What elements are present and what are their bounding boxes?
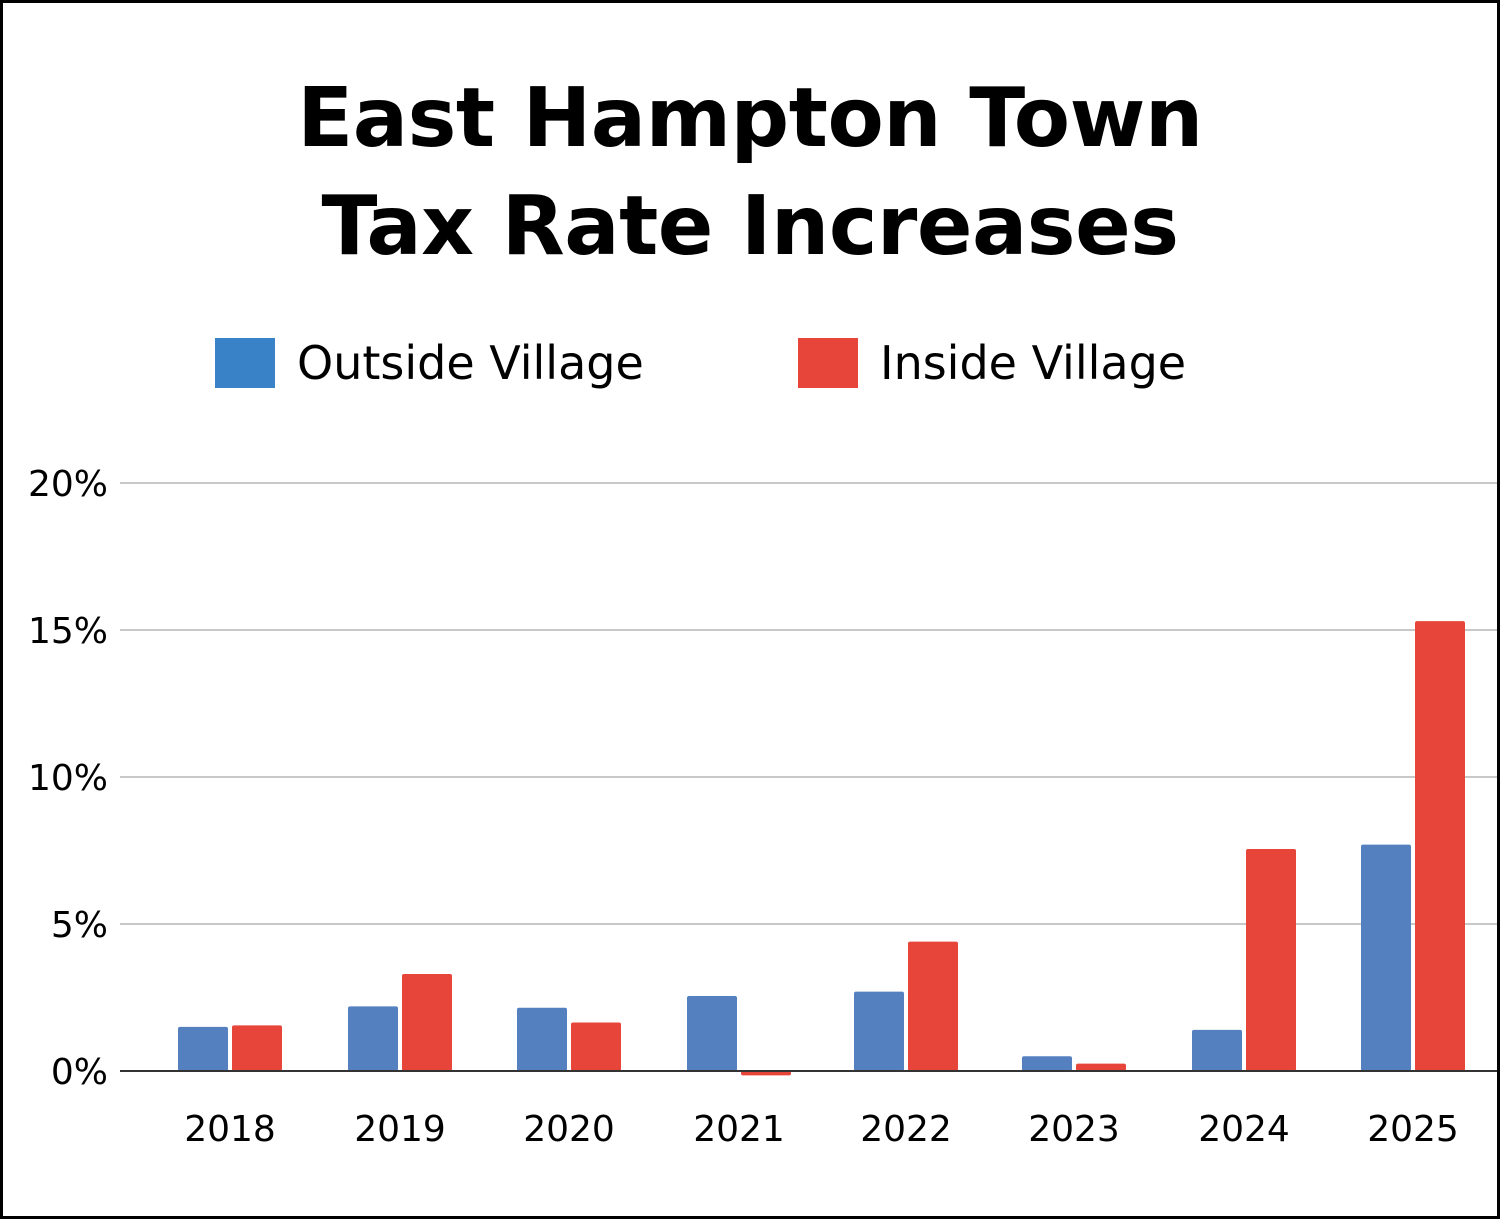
legend-swatch-inside-village — [798, 338, 858, 388]
bar-outside-2019 — [348, 1006, 398, 1071]
bar-outside-2024 — [1192, 1029, 1242, 1071]
x-tick-label-2024: 2024 — [1198, 1109, 1290, 1150]
bar-outside-2018 — [178, 1026, 228, 1071]
bar-outside-2020 — [517, 1007, 567, 1071]
legend-label-inside-village: Inside Village — [880, 336, 1187, 390]
bar-inside-2020 — [571, 1022, 621, 1071]
legend-item-inside-village: Inside Village — [798, 333, 1186, 393]
bar-inside-2022 — [908, 941, 958, 1071]
y-tick-label-20: 20% — [28, 464, 108, 505]
chart-legend: Outside Village Inside Village — [3, 333, 1497, 393]
x-tick-label-2022: 2022 — [860, 1109, 952, 1150]
bar-inside-2019 — [402, 973, 452, 1071]
bar-inside-2025 — [1415, 621, 1465, 1071]
bar-inside-2021 — [741, 1071, 791, 1076]
y-tick-label-0: 0% — [51, 1052, 108, 1093]
y-tick-label-15: 15% — [28, 611, 108, 652]
bar-inside-2023 — [1076, 1063, 1126, 1071]
chart-title-line-1: East Hampton Town — [297, 71, 1203, 166]
x-tick-label-2021: 2021 — [693, 1109, 785, 1150]
bar-outside-2021 — [687, 996, 737, 1071]
x-tick-label-2019: 2019 — [354, 1109, 446, 1150]
x-tick-label-2023: 2023 — [1028, 1109, 1120, 1150]
x-tick-label-2020: 2020 — [523, 1109, 615, 1150]
chart-title-line-2: Tax Rate Increases — [321, 179, 1179, 274]
bar-chart: 0% 5% 10% 15% 20% 2018 2019 2020 2021 2022 2023 202… — [28, 464, 1497, 1150]
legend-label-outside-village: Outside Village — [297, 336, 644, 390]
y-tick-label-10: 10% — [28, 758, 108, 799]
y-tick-label-5: 5% — [51, 905, 108, 946]
legend-swatch-outside-village — [215, 338, 275, 388]
bar-inside-2024 — [1246, 849, 1296, 1071]
bar-inside-2018 — [232, 1025, 282, 1071]
x-tick-label-2018: 2018 — [184, 1109, 276, 1150]
bar-outside-2025 — [1361, 844, 1411, 1071]
x-tick-label-2025: 2025 — [1367, 1109, 1459, 1150]
legend-item-outside-village: Outside Village — [215, 333, 644, 393]
chart-title: East Hampton Town Tax Rate Increases — [3, 65, 1497, 281]
bar-outside-2022 — [854, 991, 904, 1071]
bar-outside-2023 — [1022, 1056, 1072, 1071]
